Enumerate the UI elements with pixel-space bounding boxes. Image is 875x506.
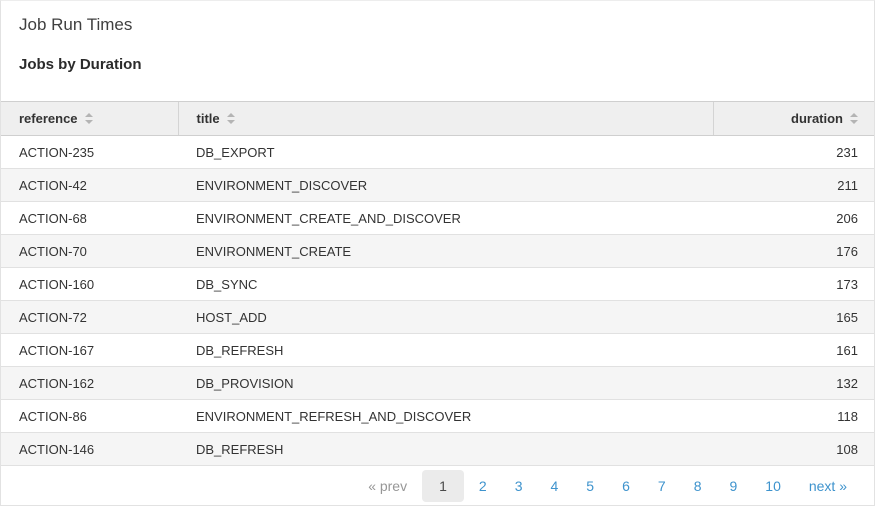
column-header-label: reference (19, 111, 78, 126)
cell-duration: 206 (713, 201, 874, 235)
cell-title: DB_PROVISION (178, 366, 713, 400)
pagination: « prev 1 2 3 4 5 6 7 8 9 10 next » (1, 470, 860, 502)
pagination-page-8[interactable]: 8 (693, 478, 702, 494)
cell-reference: ACTION-70 (1, 234, 178, 268)
pagination-page-7[interactable]: 7 (657, 478, 666, 494)
cell-reference: ACTION-160 (1, 267, 178, 301)
cell-duration: 173 (713, 267, 874, 301)
table-row[interactable]: ACTION-86 ENVIRONMENT_REFRESH_AND_DISCOV… (1, 399, 874, 433)
table-body: ACTION-235 DB_EXPORT 231 ACTION-42 ENVIR… (1, 135, 874, 466)
cell-title: DB_SYNC (178, 267, 713, 301)
cell-reference: ACTION-72 (1, 300, 178, 334)
cell-title: DB_EXPORT (178, 135, 713, 169)
jobs-table: reference title duration ACTION-235 DB_E… (1, 101, 874, 466)
cell-reference: ACTION-235 (1, 135, 178, 169)
sort-icon[interactable] (84, 113, 93, 124)
cell-reference: ACTION-86 (1, 399, 178, 433)
cell-duration: 132 (713, 366, 874, 400)
pagination-page-5[interactable]: 5 (586, 478, 595, 494)
table-row[interactable]: ACTION-235 DB_EXPORT 231 (1, 135, 874, 169)
cell-title: DB_REFRESH (178, 432, 713, 466)
cell-reference: ACTION-146 (1, 432, 178, 466)
sort-icon[interactable] (226, 113, 235, 124)
cell-duration: 211 (713, 168, 874, 202)
cell-title: ENVIRONMENT_DISCOVER (178, 168, 713, 202)
cell-title: ENVIRONMENT_REFRESH_AND_DISCOVER (178, 399, 713, 433)
cell-reference: ACTION-162 (1, 366, 178, 400)
pagination-page-6[interactable]: 6 (622, 478, 630, 494)
pagination-page-10[interactable]: 10 (765, 478, 781, 494)
pagination-page-4[interactable]: 4 (550, 478, 559, 494)
pagination-prev-button[interactable]: « prev (368, 478, 408, 494)
cell-reference: ACTION-167 (1, 333, 178, 367)
pagination-page-1[interactable]: 1 (422, 470, 464, 502)
column-header-reference[interactable]: reference (1, 101, 178, 136)
cell-reference: ACTION-68 (1, 201, 178, 235)
cell-duration: 161 (713, 333, 874, 367)
cell-title: DB_REFRESH (178, 333, 713, 367)
cell-duration: 108 (713, 432, 874, 466)
pagination-next-button[interactable]: next » (808, 478, 847, 494)
cell-title: ENVIRONMENT_CREATE (178, 234, 713, 268)
column-header-title[interactable]: title (177, 101, 713, 136)
table-row[interactable]: ACTION-70 ENVIRONMENT_CREATE 176 (1, 234, 874, 268)
cell-title: HOST_ADD (178, 300, 713, 334)
column-header-duration[interactable]: duration (712, 101, 874, 136)
cell-duration: 165 (713, 300, 874, 334)
table-row[interactable]: ACTION-146 DB_REFRESH 108 (1, 432, 874, 466)
table-row[interactable]: ACTION-160 DB_SYNC 173 (1, 267, 874, 301)
pagination-page-3[interactable]: 3 (514, 478, 523, 494)
page-title: Job Run Times (19, 15, 133, 34)
cell-title: ENVIRONMENT_CREATE_AND_DISCOVER (178, 201, 713, 235)
column-header-label: duration (791, 111, 843, 126)
table-row[interactable]: ACTION-72 HOST_ADD 165 (1, 300, 874, 334)
cell-duration: 176 (713, 234, 874, 268)
cell-duration: 118 (713, 399, 874, 433)
section-title: Jobs by Duration (19, 56, 142, 73)
table-row[interactable]: ACTION-162 DB_PROVISION 132 (1, 366, 874, 400)
pagination-page-2[interactable]: 2 (478, 478, 487, 494)
table-row[interactable]: ACTION-167 DB_REFRESH 161 (1, 333, 874, 367)
pagination-page-9[interactable]: 9 (729, 478, 738, 494)
sort-icon[interactable] (850, 113, 858, 124)
cell-duration: 231 (713, 135, 874, 169)
pagination-pages: 1 2 3 4 5 6 7 8 9 10 (420, 470, 794, 502)
table-row[interactable]: ACTION-68 ENVIRONMENT_CREATE_AND_DISCOVE… (1, 201, 874, 235)
column-header-label: title (196, 111, 220, 126)
table-row[interactable]: ACTION-42 ENVIRONMENT_DISCOVER 211 (1, 168, 874, 202)
cell-reference: ACTION-42 (1, 168, 178, 202)
table-header-row: reference title duration (1, 101, 874, 136)
